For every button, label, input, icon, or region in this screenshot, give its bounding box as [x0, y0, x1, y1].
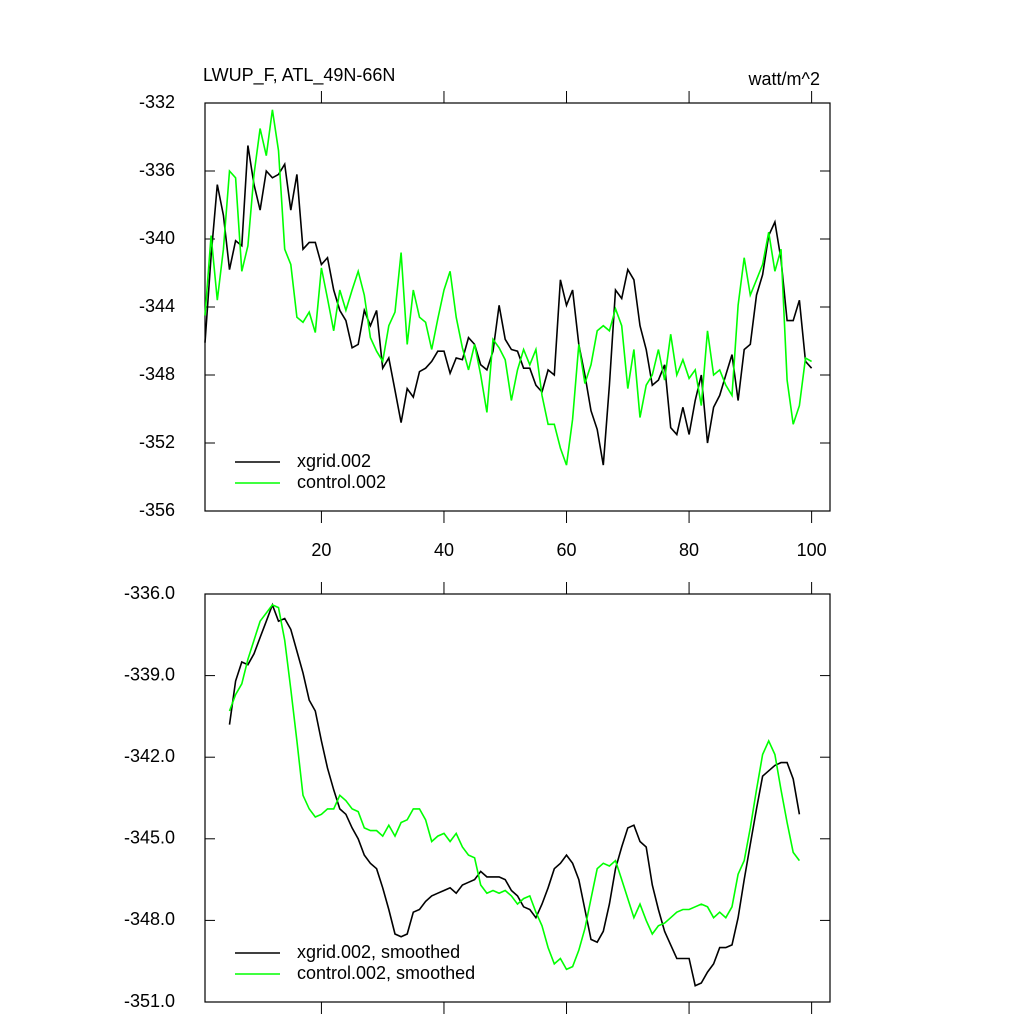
series-line [204, 145, 813, 466]
series-line [228, 603, 801, 971]
x-tick-label: 100 [797, 540, 827, 560]
y-tick-label: -332 [139, 92, 175, 112]
x-tick-label: 40 [434, 540, 454, 560]
x-tick-label: 80 [679, 540, 699, 560]
plot-frame [204, 593, 831, 1003]
y-tick-label: -348.0 [124, 909, 175, 929]
y-tick-label: -339.0 [124, 664, 175, 684]
legend-label: control.002 [297, 472, 386, 492]
y-tick-label: -344 [139, 296, 175, 316]
y-tick-label: -348 [139, 364, 175, 384]
y-tick-label: -336 [139, 160, 175, 180]
legend-label: xgrid.002 [297, 451, 371, 471]
y-tick-label: -336.0 [124, 583, 175, 603]
y-tick-label: -356 [139, 500, 175, 520]
series-line [204, 109, 812, 466]
legend-label: control.002, smoothed [297, 963, 475, 983]
y-tick-label: -345.0 [124, 828, 175, 848]
legend-label: xgrid.002, smoothed [297, 942, 460, 962]
chart-title: LWUP_F, ATL_49N-66N [203, 65, 395, 86]
y-tick-label: -342.0 [124, 746, 175, 766]
series-line [228, 602, 801, 987]
units-label: watt/m^2 [748, 69, 820, 89]
y-tick-label: -351.0 [124, 991, 175, 1011]
x-tick-label: 60 [557, 540, 577, 560]
x-tick-label: 20 [311, 540, 331, 560]
y-tick-label: -352 [139, 432, 175, 452]
y-tick-label: -340 [139, 228, 175, 248]
